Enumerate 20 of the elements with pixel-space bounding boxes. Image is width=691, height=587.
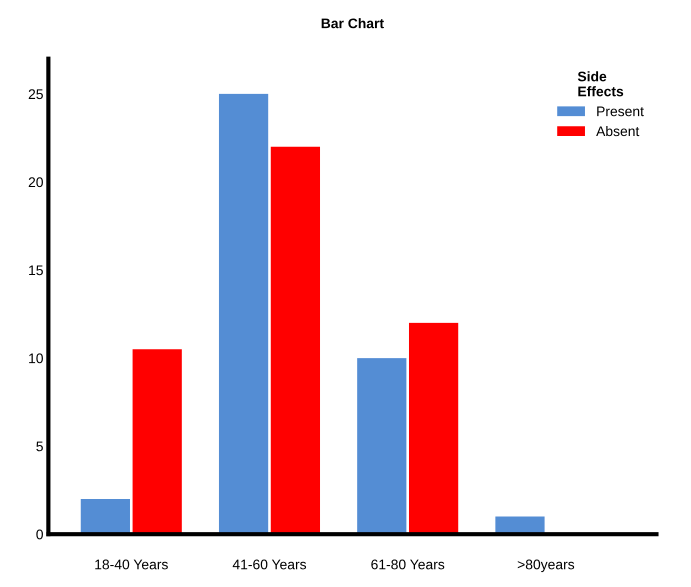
- y-tick-label: 5: [36, 442, 43, 452]
- x-tick-label: 41-60 Years: [232, 560, 306, 570]
- y-tick-label: 15: [29, 265, 43, 276]
- bar: [132, 349, 182, 534]
- bar: [80, 498, 130, 534]
- chart-title: Bar Chart: [322, 18, 384, 28]
- x-tick-label: 18-40 Years: [95, 560, 168, 570]
- legend-label: Absent: [596, 126, 640, 136]
- y-tick-label: 20: [28, 177, 43, 188]
- y-tick-label: 10: [29, 353, 43, 364]
- bar: [270, 146, 320, 534]
- bar: [357, 358, 406, 534]
- legend-label: Present: [597, 106, 644, 116]
- bar: [408, 322, 458, 534]
- bar: [218, 94, 268, 534]
- x-tick-label: 61-80 Years: [371, 560, 444, 570]
- y-tick-label: 25: [28, 89, 43, 100]
- y-tick-label: 0: [36, 530, 43, 540]
- legend-title: Side Effects: [578, 71, 624, 96]
- x-tick-label: >80years: [518, 560, 574, 572]
